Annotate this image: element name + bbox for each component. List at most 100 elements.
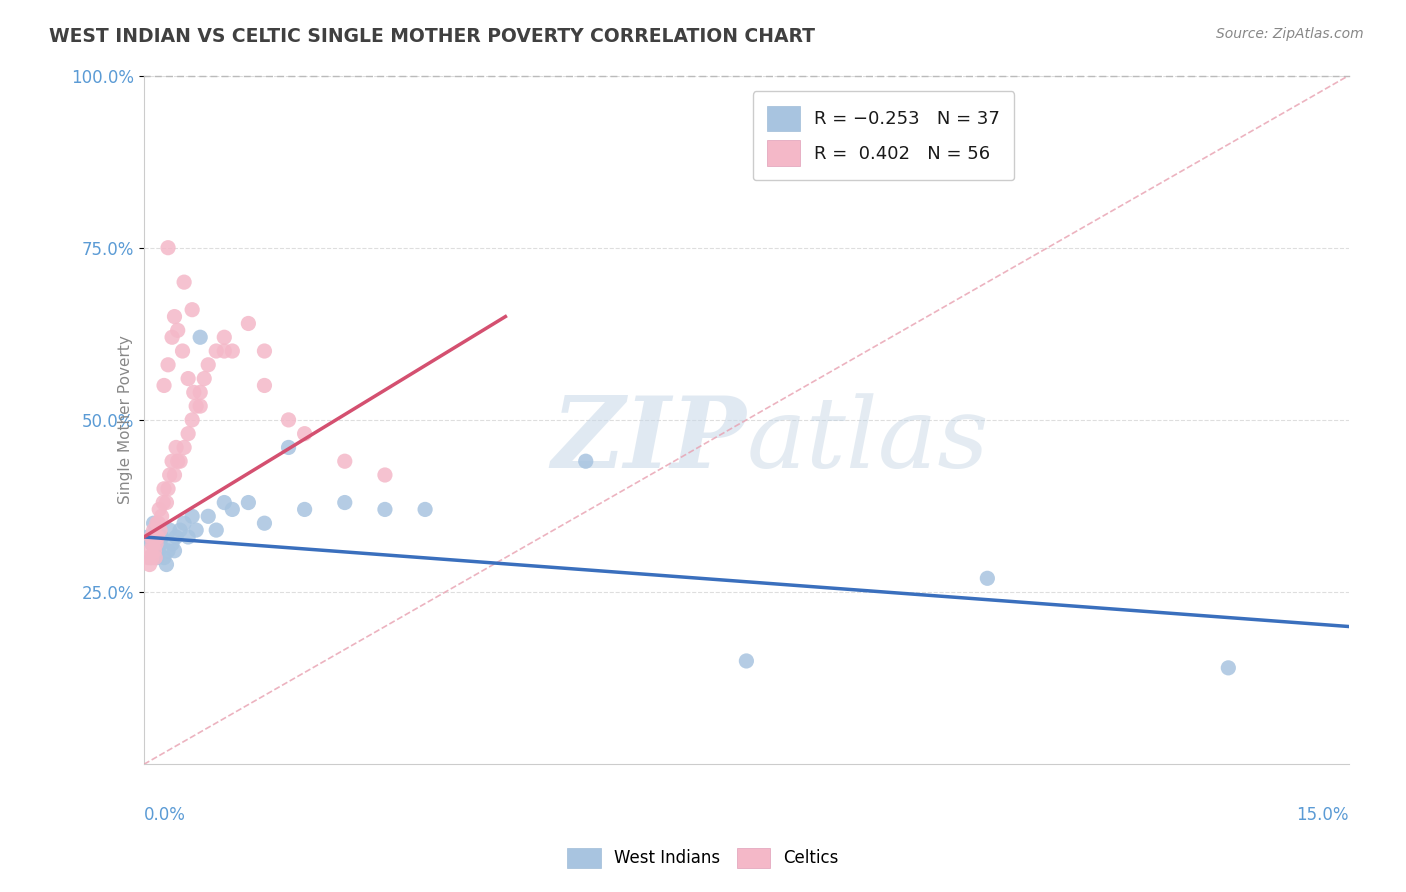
- Point: [333, 495, 356, 509]
- Point: [374, 468, 396, 483]
- Point: [143, 543, 166, 558]
- Point: [221, 344, 243, 359]
- Point: [197, 358, 219, 372]
- Point: [160, 537, 183, 551]
- Point: [153, 378, 176, 392]
- Point: [976, 571, 998, 585]
- Point: [181, 302, 204, 317]
- Point: [157, 482, 180, 496]
- Point: [157, 358, 180, 372]
- Point: [152, 495, 174, 509]
- Legend: R = −0.253   N = 37, R =  0.402   N = 56: R = −0.253 N = 37, R = 0.402 N = 56: [752, 92, 1015, 180]
- Point: [142, 537, 165, 551]
- Point: [188, 399, 211, 413]
- Point: [165, 530, 187, 544]
- Point: [155, 558, 177, 572]
- Point: [253, 344, 276, 359]
- Point: [142, 516, 165, 531]
- Point: [143, 523, 166, 537]
- Point: [136, 530, 159, 544]
- Text: atlas: atlas: [747, 392, 990, 488]
- Point: [177, 530, 200, 544]
- Point: [238, 317, 260, 331]
- Point: [138, 558, 160, 572]
- Point: [277, 441, 299, 455]
- Point: [148, 502, 170, 516]
- Point: [205, 523, 228, 537]
- Point: [188, 385, 211, 400]
- Point: [374, 502, 396, 516]
- Point: [146, 516, 169, 531]
- Point: [157, 543, 180, 558]
- Point: [333, 454, 356, 468]
- Point: [173, 516, 195, 531]
- Point: [165, 441, 187, 455]
- Text: 15.0%: 15.0%: [1296, 805, 1348, 823]
- Point: [188, 330, 211, 344]
- Point: [146, 550, 169, 565]
- Point: [253, 516, 276, 531]
- Point: [181, 413, 204, 427]
- Point: [253, 378, 276, 392]
- Point: [221, 502, 243, 516]
- Point: [160, 330, 183, 344]
- Point: [153, 482, 176, 496]
- Point: [172, 344, 194, 359]
- Point: [1218, 661, 1240, 675]
- Point: [141, 530, 163, 544]
- Point: [145, 537, 167, 551]
- Point: [146, 530, 169, 544]
- Point: [238, 495, 260, 509]
- Point: [214, 495, 236, 509]
- Point: [157, 241, 180, 255]
- Point: [166, 454, 188, 468]
- Point: [163, 310, 186, 324]
- Point: [139, 550, 162, 565]
- Point: [148, 516, 170, 531]
- Point: [205, 344, 228, 359]
- Point: [159, 468, 181, 483]
- Point: [160, 454, 183, 468]
- Point: [166, 323, 188, 337]
- Point: [142, 523, 165, 537]
- Point: [177, 371, 200, 385]
- Point: [150, 530, 173, 544]
- Point: [141, 537, 163, 551]
- Point: [150, 509, 173, 524]
- Point: [735, 654, 758, 668]
- Point: [186, 523, 208, 537]
- Y-axis label: Single Mother Poverty: Single Mother Poverty: [118, 335, 132, 504]
- Point: [143, 550, 166, 565]
- Point: [214, 330, 236, 344]
- Point: [173, 275, 195, 289]
- Point: [136, 550, 159, 565]
- Point: [294, 502, 316, 516]
- Point: [186, 399, 208, 413]
- Point: [153, 550, 176, 565]
- Point: [163, 543, 186, 558]
- Point: [155, 495, 177, 509]
- Point: [149, 523, 172, 537]
- Text: ZIP: ZIP: [551, 392, 747, 489]
- Point: [413, 502, 436, 516]
- Point: [139, 543, 162, 558]
- Point: [169, 523, 191, 537]
- Text: Source: ZipAtlas.com: Source: ZipAtlas.com: [1216, 27, 1364, 41]
- Point: [197, 509, 219, 524]
- Point: [214, 344, 236, 359]
- Point: [141, 550, 163, 565]
- Point: [169, 454, 191, 468]
- Point: [148, 543, 170, 558]
- Point: [177, 426, 200, 441]
- Text: WEST INDIAN VS CELTIC SINGLE MOTHER POVERTY CORRELATION CHART: WEST INDIAN VS CELTIC SINGLE MOTHER POVE…: [49, 27, 815, 45]
- Point: [183, 385, 205, 400]
- Point: [294, 426, 316, 441]
- Text: 0.0%: 0.0%: [143, 805, 186, 823]
- Point: [163, 468, 186, 483]
- Point: [277, 413, 299, 427]
- Point: [193, 371, 215, 385]
- Point: [575, 454, 598, 468]
- Legend: West Indians, Celtics: West Indians, Celtics: [561, 841, 845, 875]
- Point: [149, 537, 172, 551]
- Point: [181, 509, 204, 524]
